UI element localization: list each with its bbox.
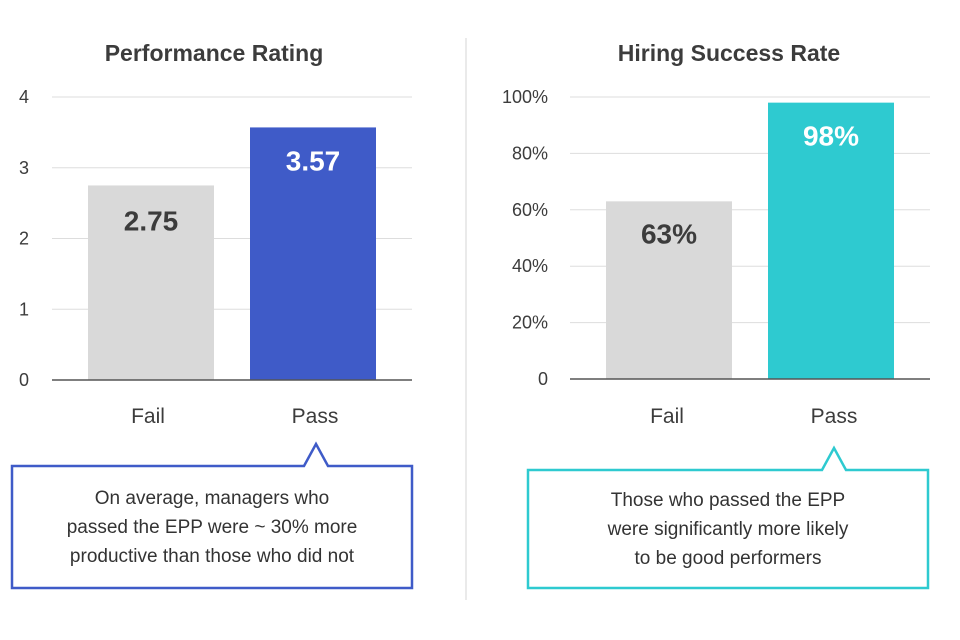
y-tick-label-hire-2: 40%: [512, 256, 548, 276]
y-tick-label-perf-2: 2: [19, 229, 29, 249]
bar-perf-fail: [88, 185, 214, 380]
x-tick-label-hire-pass: Pass: [811, 405, 858, 428]
callout-left-line-2: passed the EPP were ~ 30% more: [66, 516, 358, 538]
callout-right-line-2: were significantly more likely: [607, 518, 849, 540]
y-tick-label-hire-4: 80%: [512, 143, 548, 163]
y-tick-label-perf-1: 1: [19, 299, 29, 319]
y-tick-label-hire-1: 20%: [512, 313, 548, 333]
callout-text-right: Those who passed the EPP were significan…: [528, 470, 928, 588]
y-tick-label-perf-0: 0: [19, 370, 29, 390]
bar-hire-pass: [768, 102, 894, 379]
x-tick-label-perf-fail: Fail: [131, 405, 165, 428]
chart-title-perf: Performance Rating: [105, 40, 324, 66]
y-tick-label-hire-0: 0: [538, 369, 548, 389]
x-tick-label-perf-pass: Pass: [292, 405, 339, 428]
callout-left-line-3: productive than those who did not: [69, 545, 355, 567]
chart-title-hire: Hiring Success Rate: [618, 40, 840, 66]
x-tick-label-hire-fail: Fail: [650, 405, 684, 428]
y-tick-label-hire-3: 60%: [512, 200, 548, 220]
callout-box-right: [526, 445, 930, 590]
callout-right-line-3: to be good performers: [634, 547, 822, 569]
y-tick-label-perf-3: 3: [19, 158, 29, 178]
callout-text-left: On average, managers who passed the EPP …: [12, 466, 412, 588]
callout-box-left: [10, 441, 414, 590]
data-label-perf-fail: 2.75: [124, 205, 179, 236]
bar-perf-pass: [250, 127, 376, 380]
callout-left-line-1: On average, managers who: [94, 487, 330, 509]
y-tick-label-perf-4: 4: [19, 87, 29, 107]
callout-right-line-1: Those who passed the EPP: [610, 489, 846, 511]
bar-hire-fail: [606, 201, 732, 379]
data-label-hire-fail: 63%: [641, 218, 697, 249]
data-label-perf-pass: 3.57: [286, 145, 341, 176]
data-label-hire-pass: 98%: [803, 121, 859, 152]
y-tick-label-hire-5: 100%: [502, 87, 548, 107]
